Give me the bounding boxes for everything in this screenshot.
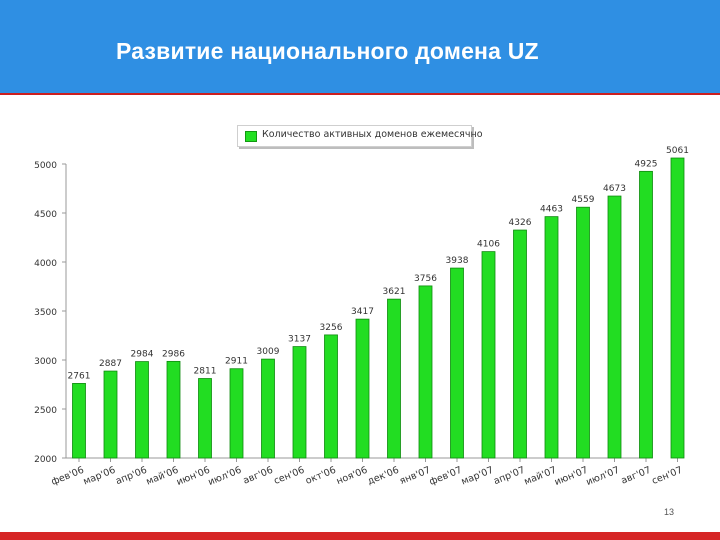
data-label: 3417 [351,307,374,317]
bar [355,318,370,459]
data-label: 2811 [194,367,217,377]
x-tick-label: фев'07 [428,465,464,488]
x-tick-label: фев'06 [50,465,86,488]
bar [324,334,338,459]
data-label: 2986 [162,349,185,359]
x-tick-label: ноя'06 [335,465,369,487]
bar [103,370,118,459]
bar [261,358,275,459]
bar [198,378,212,459]
data-label: 3137 [288,335,311,345]
x-tick-label: сен'07 [650,465,684,487]
data-label: 4326 [509,218,532,228]
data-label: 2911 [225,357,248,367]
data-label: 4106 [477,240,500,250]
bar [135,361,149,459]
bar [513,229,527,459]
x-tick-label: окт'06 [304,465,338,487]
bar [418,285,433,459]
bar [639,170,653,459]
x-tick-label: апр'06 [114,465,149,487]
bar [481,251,496,459]
data-label: 2887 [99,359,122,369]
data-label: 2984 [131,350,154,360]
y-tick-label: 3500 [34,308,57,318]
legend-swatch [245,131,257,142]
y-tick-label: 2000 [34,455,57,465]
x-tick-label: авг'07 [620,465,653,487]
x-tick-label: дек'06 [366,465,401,488]
page-number: 13 [664,507,675,517]
x-tick-label: апр'07 [492,465,527,487]
x-tick-label: июн'07 [553,465,590,488]
data-label: 3756 [414,274,437,284]
slide-title: Развитие национального домена UZ [116,38,539,64]
x-tick-label: май'06 [145,465,181,488]
x-tick-label: июн'06 [175,465,212,488]
legend-label: Количество активных доменов ежемесячно [262,129,483,140]
data-label: 2761 [68,371,91,381]
y-tick-label: 4500 [34,210,57,220]
bar-chart: 5000 4500 4000 3500 3000 2500 2000 2761 фев'06 28… [34,146,689,488]
data-label: 4925 [635,159,658,169]
x-tick-label: июл'07 [585,465,622,488]
bar [166,360,181,459]
bar [229,368,244,459]
data-label: 3621 [383,287,406,297]
data-label: 3256 [320,323,343,333]
bar [72,383,86,459]
bar [607,195,622,459]
y-tick-label: 5000 [34,161,57,171]
bar [387,298,401,459]
data-label: 4559 [572,195,595,205]
x-tick-label: сен'06 [272,465,306,487]
x-tick-label: май'07 [523,465,559,488]
chart-legend: Количество активных доменов ежемесячно [237,125,483,147]
bar [292,346,307,459]
x-tick-label: авг'06 [242,465,275,487]
bar [576,206,590,459]
x-tick-label: мар'07 [460,465,495,488]
footer-accent-bar [0,532,720,540]
data-label: 5061 [666,146,689,156]
data-label: 3009 [257,347,280,357]
slide-header: Развитие национального домена UZ [0,0,720,95]
x-tick-label: июл'06 [207,465,244,488]
y-tick-label: 4000 [34,259,57,269]
x-tick-label: янв'07 [398,465,432,487]
data-label: 4673 [603,184,626,194]
bar [670,157,685,459]
y-tick-label: 3000 [34,357,57,367]
bar [450,267,464,459]
data-label: 4463 [540,205,563,215]
x-tick-label: мар'06 [82,465,117,488]
data-label: 3938 [446,256,469,266]
y-tick-label: 2500 [34,406,57,416]
bar [544,216,559,459]
